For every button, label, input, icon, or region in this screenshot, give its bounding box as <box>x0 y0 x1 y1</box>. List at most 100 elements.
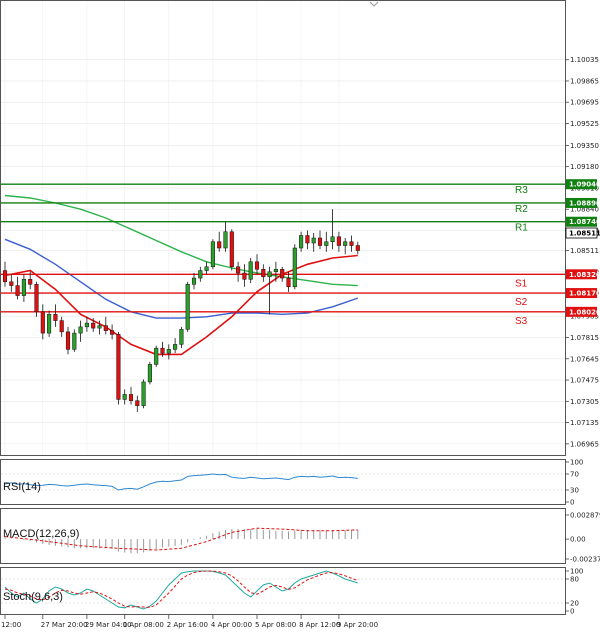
level-name-r3: R3 <box>515 185 528 196</box>
candle-body <box>324 241 329 246</box>
level-price-box <box>566 216 597 227</box>
price-tick-label: 1.07135 <box>570 419 599 427</box>
candle-body <box>173 344 178 350</box>
time-tick-label: 29 Mar 04:00 <box>85 621 132 629</box>
level-name-s3: S3 <box>515 316 528 327</box>
time-tick-label: 5 Apr 08:00 <box>255 621 296 629</box>
candle-body <box>135 400 140 406</box>
time-tick-label: 27 Mar 20:00 <box>41 621 88 629</box>
level-price-label: 1.09040 <box>569 181 600 189</box>
time-tick-label: 1 Apr 08:00 <box>123 621 164 629</box>
candle-body <box>223 231 228 249</box>
panel-tick-label: 0.00 <box>570 536 586 544</box>
candle-body <box>305 235 310 244</box>
candle-body <box>9 281 14 286</box>
price-tick-label: 1.06965 <box>570 440 599 448</box>
level-name-s1: S1 <box>515 278 528 289</box>
rsi-panel: 100 70 30 0 RSI(14) <box>0 459 583 507</box>
ma-mid-line <box>4 238 359 319</box>
panel-tick-label: 20 <box>570 600 579 608</box>
time-tick-label: 8 Apr 12:00 <box>299 621 340 629</box>
candle-body <box>147 364 152 383</box>
stoch-signal-line <box>4 570 358 608</box>
level-price-label: 1.08890 <box>569 199 600 207</box>
level-price-label: 1.08740 <box>569 218 600 226</box>
time-tick-label: 9 Apr 20:00 <box>337 621 378 629</box>
candle-body <box>280 269 285 279</box>
level-price-box <box>566 269 597 280</box>
scroll-marker-icon <box>369 1 379 7</box>
candle-body <box>110 330 115 335</box>
panel-tick-label: 80 <box>570 576 579 584</box>
price-tick-label: 1.07815 <box>570 334 599 342</box>
candle-body <box>122 394 127 400</box>
price-tick-label: 1.07305 <box>570 398 599 406</box>
panel-tick-label: 0 <box>570 608 574 616</box>
macd-title: MACD(12,26,9) <box>3 528 79 540</box>
candle-body <box>53 314 58 321</box>
candle-body <box>343 241 348 246</box>
current-price-box <box>565 227 598 239</box>
level-price-box <box>566 179 597 190</box>
level-price-label: 1.08170 <box>569 290 600 298</box>
panel-tick-label: 0.002879 <box>570 512 600 520</box>
panel-tick-label: 0 <box>570 499 574 507</box>
panel-tick-label: 100 <box>570 459 583 467</box>
candle-body <box>84 322 89 328</box>
level-price-box <box>566 197 597 208</box>
candle-body <box>336 236 341 246</box>
current-price-label: 1.08511 <box>569 230 600 238</box>
candle-body <box>286 277 291 288</box>
candle-body <box>185 284 190 330</box>
macd-panel: 0.002879 0.00 -0.002379 MACD(12,26,9) <box>0 508 600 564</box>
candle-body <box>97 325 102 329</box>
level-name-r1: R1 <box>515 223 528 234</box>
panel-tick-label: -0.002379 <box>570 556 600 564</box>
candle-body <box>349 241 354 246</box>
candle-body <box>28 279 33 285</box>
candle-body <box>103 325 108 331</box>
time-tick-label: 4 Apr 00:00 <box>211 621 252 629</box>
candle-body <box>154 347 159 365</box>
pivot-level-labels: 1.09040 1.08890 1.08740 1.08320 1.08170 1.080… <box>566 179 600 317</box>
candle-body <box>40 311 45 334</box>
macd-signal-line <box>4 527 358 551</box>
level-name-s2: S2 <box>515 297 528 308</box>
candle-body <box>210 241 215 268</box>
candle-body <box>273 269 278 273</box>
time-tick-label: 2 Apr 16:00 <box>167 621 208 629</box>
candle-body <box>242 272 247 280</box>
pivot-levels: R3 R2 R1 S1 S2 S3 <box>1 183 565 327</box>
candle-body <box>116 334 121 400</box>
candle-body <box>34 284 39 313</box>
candle-body <box>236 266 241 274</box>
panel-tick-label: 70 <box>570 471 579 479</box>
candle-body <box>292 247 297 288</box>
price-tick-label: 1.09865 <box>570 77 599 85</box>
candle-body <box>179 329 184 345</box>
ma-slow-line <box>4 194 358 287</box>
candle-body <box>47 314 52 334</box>
candle-body <box>217 241 222 249</box>
level-name-r2: R2 <box>515 204 528 215</box>
candle-body <box>330 236 335 243</box>
rsi-content: 100 70 30 0 <box>1 459 583 507</box>
price-axis: 1.10035 1.09865 1.09695 1.09525 1.09350 1.091… <box>565 56 599 448</box>
price-tick-label: 1.08840 <box>570 206 599 214</box>
price-tick-label: 1.07645 <box>570 355 599 363</box>
candle-body <box>59 320 64 333</box>
candle-body <box>166 349 171 354</box>
candle-body <box>141 381 146 406</box>
panel-tick-label: 100 <box>570 568 583 576</box>
candle-body <box>191 277 197 285</box>
price-tick-label: 1.09180 <box>570 163 599 171</box>
price-tick-label: 1.09350 <box>570 142 599 150</box>
level-price-box <box>566 288 597 299</box>
price-tick-label: 1.09525 <box>570 120 599 128</box>
macd-content: 0.002879 0.00 -0.002379 <box>4 512 600 564</box>
candle-body <box>72 332 77 350</box>
candle-body <box>91 322 96 329</box>
candle-body <box>204 266 209 271</box>
